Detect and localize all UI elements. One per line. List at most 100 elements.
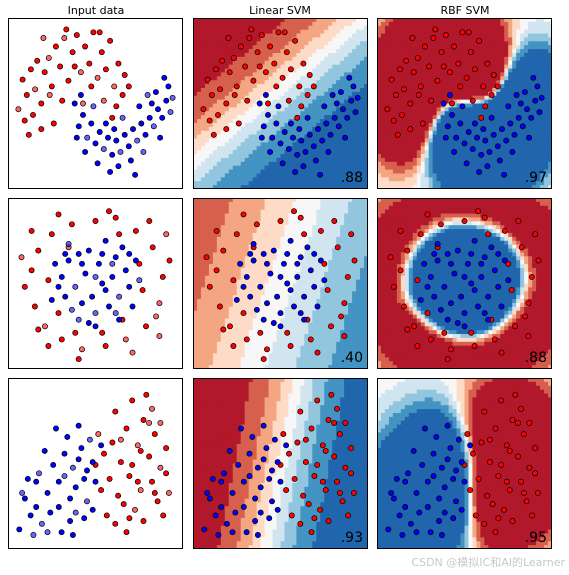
point-blue (471, 120, 478, 127)
surface-cell (532, 41, 537, 46)
surface-cell (296, 146, 301, 151)
surface-cell (220, 287, 226, 292)
surface-cell (348, 115, 353, 120)
surface-cell (208, 306, 214, 312)
surface-cell (332, 122, 337, 128)
surface-cell (220, 111, 226, 116)
surface-cell (244, 217, 250, 222)
surface-cell (452, 37, 458, 42)
surface-cell (416, 99, 422, 105)
point-blue (315, 126, 321, 133)
surface-cell (424, 157, 430, 163)
surface-cell (448, 122, 454, 128)
surface-cell (404, 91, 410, 97)
surface-cell (193, 157, 198, 163)
surface-cell (516, 177, 521, 182)
surface-cell (280, 99, 286, 105)
surface-cell (240, 154, 246, 159)
surface-cell (520, 68, 525, 74)
surface-cell (548, 103, 552, 108)
surface-cell (224, 264, 230, 269)
surface-cell (228, 37, 234, 42)
surface-cell (193, 205, 198, 211)
surface-cell (216, 134, 222, 140)
surface-cell (248, 213, 254, 219)
surface-cell (316, 150, 321, 155)
surface-cell (320, 177, 325, 182)
surface-cell (224, 201, 230, 207)
surface-cell (352, 138, 357, 143)
surface-cell (480, 142, 485, 147)
surface-cell (388, 157, 394, 163)
surface-cell (248, 322, 254, 327)
surface-cell (516, 130, 521, 136)
surface-cell (396, 72, 402, 77)
surface-cell (228, 337, 234, 343)
surface-cell (208, 345, 214, 351)
surface-cell (500, 29, 505, 35)
surface-cell (240, 361, 246, 366)
surface-cell (248, 52, 254, 58)
surface-cell (428, 161, 434, 167)
surface-cell (436, 21, 442, 27)
surface-cell (248, 150, 254, 155)
surface-cell (292, 68, 298, 74)
surface-cell (216, 283, 222, 288)
surface-cell (364, 91, 368, 97)
surface-cell (348, 68, 353, 74)
surface-cell (204, 314, 210, 320)
surface-cell (208, 341, 214, 347)
surface-cell (252, 205, 258, 211)
surface-cell (360, 95, 365, 101)
surface-cell (384, 154, 390, 159)
point-blue (82, 270, 89, 277)
surface-cell (328, 84, 333, 89)
surface-cell (396, 33, 402, 39)
surface-cell (356, 29, 361, 35)
surface-cell (384, 25, 390, 31)
surface-cell (548, 21, 552, 27)
surface-cell (252, 361, 258, 366)
surface-cell (284, 177, 290, 182)
surface-cell (476, 177, 482, 182)
surface-cell (384, 142, 390, 147)
surface-cell (248, 68, 254, 74)
surface-cell (308, 115, 313, 120)
surface-cell (232, 126, 238, 132)
surface-cell (220, 134, 226, 140)
surface-cell (244, 229, 250, 234)
surface-cell (544, 45, 549, 50)
surface-cell (492, 87, 497, 93)
surface-cell (296, 122, 301, 128)
surface-cell (456, 87, 462, 93)
surface-cell (228, 169, 234, 175)
surface-cell (476, 87, 482, 93)
surface-cell (480, 122, 485, 128)
surface-cell (252, 87, 258, 93)
surface-cell (364, 80, 368, 85)
surface-cell (193, 21, 198, 27)
surface-cell (492, 119, 497, 124)
surface-cell (224, 29, 230, 35)
surface-cell (208, 205, 214, 211)
surface-cell (452, 185, 458, 189)
panel-plot-area (377, 18, 552, 189)
surface-cell (208, 84, 214, 89)
surface-cell (516, 185, 521, 189)
surface-cell (460, 115, 466, 120)
surface-cell (252, 299, 258, 304)
surface-cell (316, 115, 321, 120)
surface-cell (193, 267, 198, 273)
surface-cell (500, 33, 505, 39)
surface-cell (208, 25, 214, 31)
surface-cell (284, 33, 290, 39)
surface-cell (344, 165, 349, 171)
surface-cell (532, 146, 537, 151)
surface-cell (356, 87, 361, 93)
surface-cell (428, 169, 434, 175)
surface-cell (536, 115, 541, 120)
surface-cell (340, 84, 345, 89)
surface-cell (284, 115, 290, 120)
surface-cell (256, 209, 262, 215)
surface-cell (540, 52, 545, 58)
